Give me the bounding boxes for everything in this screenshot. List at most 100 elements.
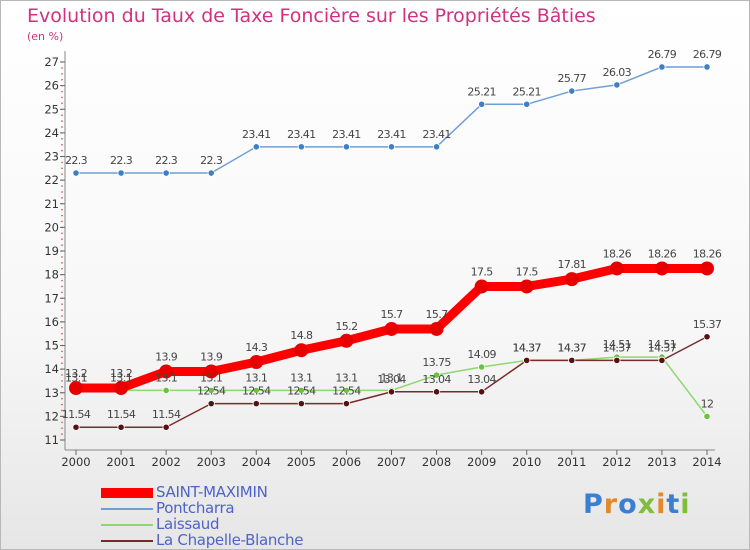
y-axis-minor-tick [61,96,63,99]
y-axis-minor-tick [61,380,63,382]
data-point [159,364,174,379]
data-point [117,423,125,431]
data-point [114,381,129,396]
y-tick-label: 15 [44,339,59,353]
y-axis-minor-tick [61,397,63,400]
data-point [252,400,260,408]
legend-label: SAINT-MAXIMIN [156,483,268,501]
y-axis-minor-tick [61,185,63,187]
data-point [609,261,624,276]
data-label: 14.37 [512,341,541,354]
data-label: 13.1 [65,371,87,384]
x-tick-label: 2011 [557,455,586,469]
x-tick-label: 2003 [197,455,226,469]
data-point [297,386,305,394]
data-label: 25.21 [467,85,496,98]
y-axis-minor-tick [61,161,63,164]
data-label: 14.09 [467,348,496,361]
y-axis-minor-tick [61,291,63,294]
y-axis-minor-tick [61,120,63,122]
data-label: 18.26 [693,247,722,260]
data-label: 23.41 [422,128,451,141]
data-label: 17.5 [471,265,494,278]
legend-swatch [101,508,153,510]
data-point [429,321,444,336]
y-tick-label: 18 [44,268,59,282]
y-tick-label: 25 [44,102,59,116]
data-point [432,371,441,379]
y-axis-minor-tick [61,90,63,93]
y-axis-minor-tick [61,256,63,258]
data-label: 13.9 [155,350,178,363]
x-tick-label: 2008 [422,455,451,469]
y-axis-minor-tick [61,197,63,199]
legend-label: Pontcharra [156,499,235,517]
data-point [117,169,125,177]
y-axis-unit-label: (en %) [27,30,64,43]
data-label: 13.1 [110,371,132,384]
data-point [342,143,351,151]
data-label: 13.04 [467,373,496,386]
y-axis-minor-tick [61,409,63,412]
data-label: 11.54 [62,408,91,421]
x-tick-label: 2001 [106,455,135,469]
data-label: 17.5 [516,265,539,278]
data-label: 14.51 [648,338,677,351]
data-label: 26.79 [648,48,677,61]
y-tick-label: 12 [44,409,59,423]
data-point [519,279,534,294]
data-label: 13.75 [422,356,451,369]
y-tick-label: 14 [44,362,59,376]
y-axis-minor-tick [61,238,63,240]
data-label: 17.81 [558,258,587,271]
y-axis-minor-tick [61,427,63,429]
data-point [700,261,714,276]
data-point [432,143,441,151]
data-point [703,412,711,420]
data-label: 13.9 [200,350,223,363]
data-point [294,343,309,358]
data-label: 25.21 [512,85,541,98]
data-label: 13.1 [335,371,357,384]
y-axis-minor-tick [61,403,63,406]
data-point [72,423,80,431]
series-la-chapelle-blanche [72,333,711,431]
data-label: 12.54 [287,385,316,398]
data-point [432,388,441,396]
data-point [654,261,669,276]
y-axis-minor-tick [61,267,63,270]
y-axis-minor-tick [61,167,63,170]
y-axis-minor-tick [61,191,63,193]
y-axis-minor-tick [61,143,63,146]
data-label: 22.3 [110,154,133,167]
data-label: 14.3 [245,341,268,354]
data-label: 14.37 [603,341,632,354]
data-label: 12.54 [332,385,361,398]
data-point [564,272,579,287]
y-tick-label: 19 [44,244,59,258]
x-tick-label: 2010 [512,455,541,469]
data-point [207,400,215,408]
data-point [387,388,396,396]
data-label: 11.54 [107,408,136,421]
x-tick-label: 2009 [467,455,496,469]
data-label: 13.1 [380,371,402,384]
data-point [613,356,621,364]
data-point [207,386,215,394]
y-axis-minor-tick [61,262,63,264]
y-axis-minor-tick [61,208,63,211]
y-axis-minor-tick [61,279,63,282]
y-axis-minor-tick [61,374,63,376]
y-axis-minor-tick [61,421,63,424]
data-point [204,364,219,379]
data-point [207,169,215,177]
y-axis-minor-tick [61,362,63,365]
data-point [162,423,170,431]
y-tick-label: 21 [44,197,59,211]
data-label: 13.2 [65,367,87,380]
y-axis-minor-tick [61,309,63,311]
y-axis-minor-tick [61,244,63,246]
data-point [249,355,264,370]
x-tick-label: 2005 [287,455,316,469]
